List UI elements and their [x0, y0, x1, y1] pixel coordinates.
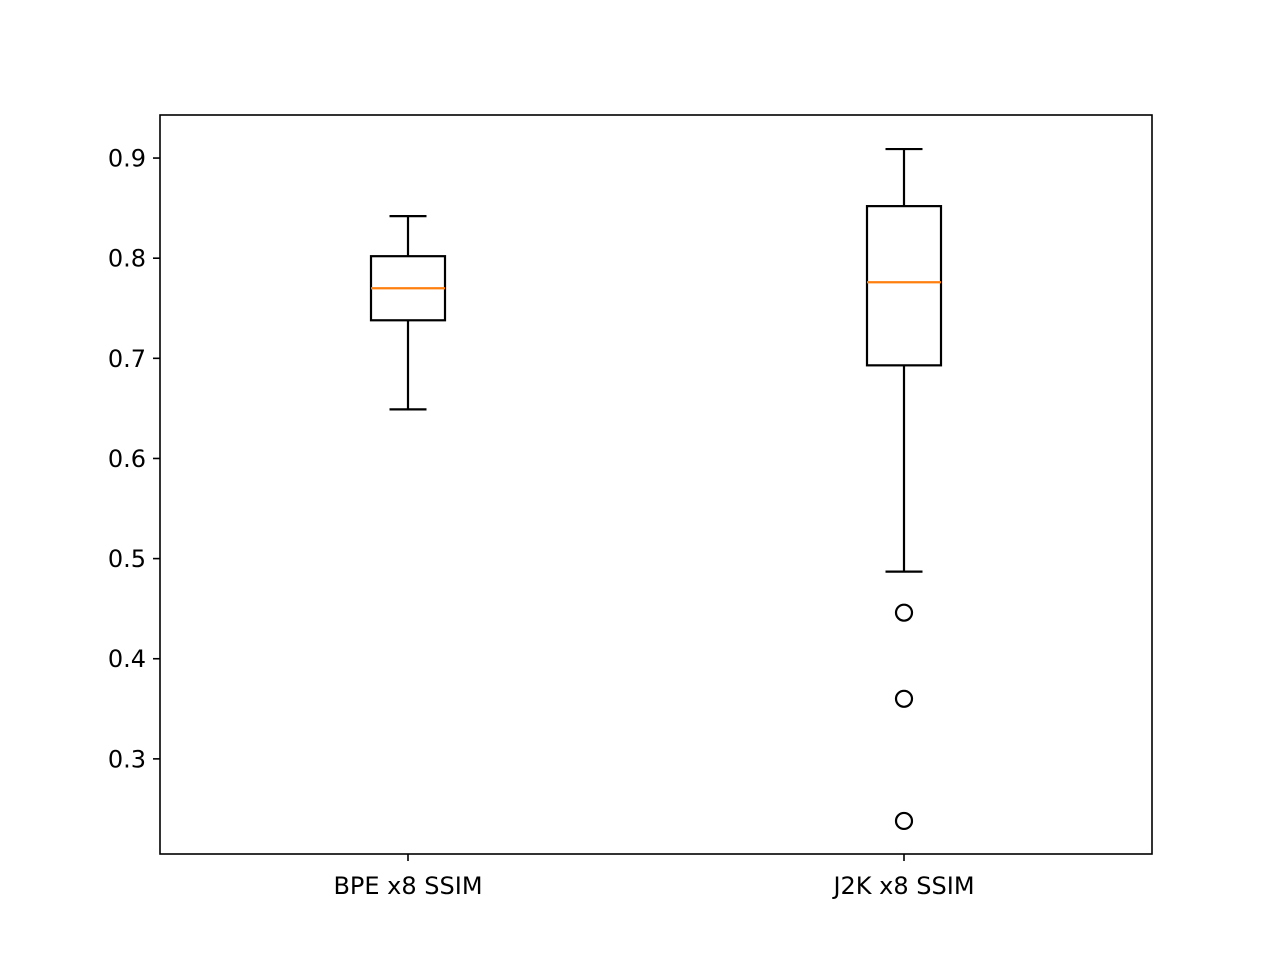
box-group [865, 147, 943, 831]
y-tick-label: 0.9 [108, 145, 146, 173]
outlier-point [894, 603, 914, 622]
y-tick-label: 0.4 [108, 645, 146, 673]
outlier-point [894, 811, 914, 831]
x-axis: BPE x8 SSIM J2K x8 SSIM [333, 854, 975, 900]
iqr-box [865, 205, 943, 367]
y-axis: 0.3 0.4 0.5 0.6 0.7 0.8 0.9 [108, 145, 160, 773]
y-tick-label: 0.3 [108, 745, 146, 773]
box-group [369, 215, 447, 411]
outlier-point [894, 689, 914, 708]
x-tick-label: BPE x8 SSIM [333, 872, 482, 900]
y-tick-label: 0.6 [108, 445, 146, 473]
y-tick-label: 0.5 [108, 545, 146, 573]
plot-marks [369, 147, 943, 831]
y-tick-label: 0.7 [108, 345, 146, 373]
plot-area-frame [159, 114, 1153, 855]
x-tick-label: J2K x8 SSIM [831, 872, 974, 900]
y-tick-label: 0.8 [108, 245, 146, 273]
